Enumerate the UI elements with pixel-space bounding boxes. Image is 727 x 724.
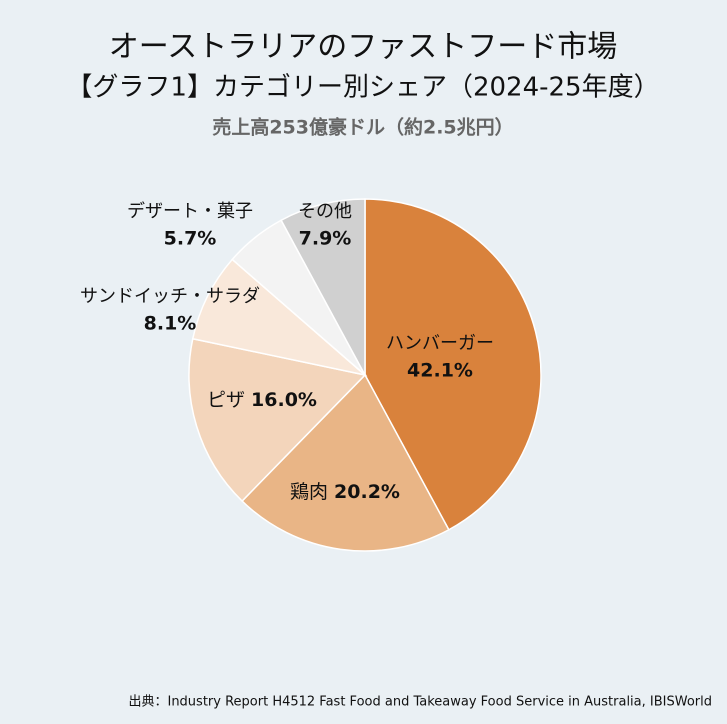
pie-slice (280, 198, 366, 376)
value-label: 42.1% (407, 360, 473, 382)
value-label: 7.9% (299, 228, 352, 250)
value-label: 20.2% (334, 481, 400, 503)
value-label: 5.7% (164, 228, 217, 250)
chart-subtitle: 【グラフ1】カテゴリー別シェア（2024-25年度） (66, 73, 659, 103)
category-label: サンドイッチ・サラダ (80, 286, 260, 307)
pie-slice (241, 373, 450, 552)
chart-title: オーストラリアのファストフード市場 (109, 30, 618, 65)
annotation: 売上高253億豪ドル（約2.5兆円） (212, 116, 513, 139)
category-label: その他 (298, 201, 352, 222)
category-label: 鶏肉 (290, 481, 328, 503)
source: 出典：Industry Report H4512 Fast Food and T… (128, 695, 712, 710)
pie-slice (191, 258, 368, 377)
category-label: ピザ (207, 389, 245, 411)
pie-slice (188, 337, 367, 503)
slice-label: ピザ 16.0% (207, 389, 317, 411)
value-label: 16.0% (251, 389, 317, 411)
slice-label: 鶏肉 20.2% (290, 481, 400, 503)
category-label: デザート・菓子 (127, 201, 253, 222)
category-label: ハンバーガー (386, 333, 494, 354)
value-label: 8.1% (144, 313, 197, 335)
pie-slice (364, 198, 542, 531)
